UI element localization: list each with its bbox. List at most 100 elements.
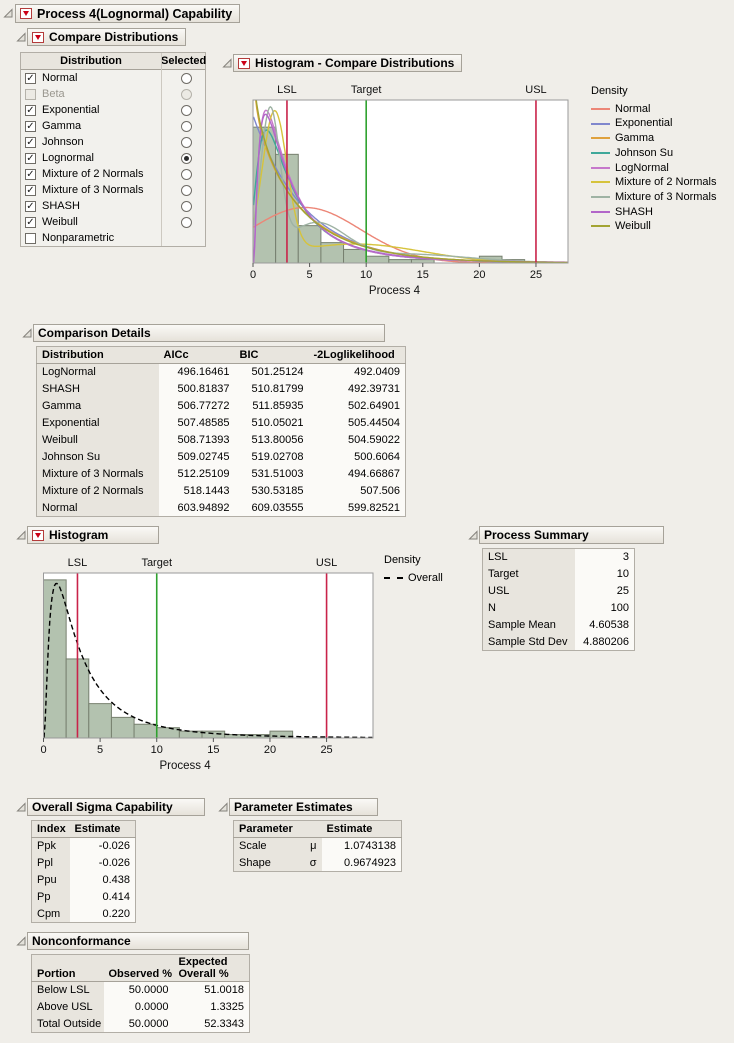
legend-swatch — [591, 181, 610, 184]
disclosure-triangle-icon[interactable] — [16, 32, 27, 43]
table-row: Above USL 0.0000 1.3325 — [31, 998, 250, 1016]
column-header: -2Loglikelihood — [308, 346, 406, 364]
disclosure-triangle-icon[interactable] — [218, 802, 229, 813]
table-cell: Cpm — [31, 905, 70, 923]
red-triangle-menu-icon[interactable] — [20, 8, 32, 19]
disclosure-triangle-icon[interactable] — [468, 530, 479, 541]
distribution-label: Exponential — [42, 104, 100, 116]
radio-button[interactable] — [181, 72, 192, 84]
table-cell: Normal — [36, 499, 159, 517]
table-cell: 500.6064 — [308, 448, 406, 466]
axis-tick-label: 10 — [360, 269, 372, 281]
spec-limit-label: Target — [351, 84, 382, 96]
overall-sigma-header: Overall Sigma Capability — [27, 798, 205, 816]
legend-swatch — [591, 137, 610, 140]
radio-button[interactable] — [181, 152, 192, 164]
table-cell: Sample Mean — [482, 616, 575, 634]
table-cell: 494.66867 — [308, 465, 406, 483]
table-cell: 500.81837 — [158, 380, 235, 398]
red-triangle-menu-icon[interactable] — [32, 31, 44, 43]
table-row: Sample Std Dev 4.880206 — [482, 633, 635, 651]
disclosure-triangle-icon[interactable] — [22, 328, 33, 339]
column-header: Expected Overall % — [173, 954, 250, 982]
table-cell: 531.51003 — [234, 465, 309, 483]
table-cell: 4.880206 — [574, 633, 635, 651]
table-cell: Shape — [233, 854, 286, 872]
table-cell: -0.026 — [69, 837, 136, 855]
checkbox[interactable]: ✓ — [25, 168, 36, 180]
checkbox[interactable]: ✓ — [25, 120, 36, 132]
column-header: Distribution — [36, 346, 159, 364]
checkbox[interactable]: ✓ — [25, 152, 36, 164]
axis-tick-label: 25 — [530, 269, 542, 281]
checkbox[interactable]: ✓ — [25, 184, 36, 196]
table-cell: 599.82521 — [308, 499, 406, 517]
column-header: Parameter — [233, 820, 322, 838]
table-header-row: Portion Observed % Expected Overall % — [31, 954, 250, 982]
red-triangle-menu-icon[interactable] — [238, 57, 250, 69]
table-cell: Weibull — [36, 431, 159, 449]
overall-sigma-table: Index Estimate Ppk -0.026 Ppl -0.026 Ppu 0.43… — [31, 820, 136, 923]
distribution-row: ✓ Mixture of 3 Normals — [21, 182, 205, 198]
distribution-label: Nonparametric — [42, 232, 115, 244]
table-cell: 512.25109 — [158, 465, 235, 483]
parameter-estimates-table: Parameter Estimate Scale μ 1.0743138 Shape σ… — [233, 820, 403, 872]
radio-button[interactable] — [181, 168, 192, 180]
histogram-bar — [156, 727, 180, 738]
legend-item: LogNormal — [591, 161, 716, 176]
nonconformance-header: Nonconformance — [27, 932, 249, 950]
radio-button[interactable] — [181, 104, 192, 116]
disclosure-triangle-icon[interactable] — [16, 530, 27, 541]
section-title: Histogram — [49, 528, 109, 542]
histogram-compare-header: Histogram - Compare Distributions — [233, 54, 463, 72]
table-cell: 609.03555 — [234, 499, 309, 517]
disclosure-triangle-icon[interactable] — [222, 58, 233, 69]
section-title: Overall Sigma Capability — [32, 800, 173, 814]
overall-histogram-chart[interactable]: LSL Target USL 0 5 10 15 20 25 Process 4 — [26, 549, 388, 781]
table-row: Exponential 507.48585 510.05021 505.44504 — [36, 414, 406, 432]
column-divider — [161, 53, 162, 246]
radio-button[interactable] — [181, 184, 192, 196]
legend-swatch — [591, 166, 610, 169]
histogram-bar — [88, 703, 112, 738]
legend-label: Overall — [408, 571, 443, 584]
legend-swatch — [591, 210, 610, 213]
red-triangle-menu-icon[interactable] — [32, 529, 44, 541]
axis-tick-label: 5 — [97, 744, 103, 756]
disclosure-triangle-icon[interactable] — [16, 802, 27, 813]
checkbox[interactable]: ✓ — [25, 136, 36, 148]
compare-histogram-chart[interactable]: LSL Target USL 0 5 10 15 20 25 Process 4 — [236, 78, 580, 304]
legend-label: Normal — [615, 102, 651, 115]
table-row: USL 25 — [482, 582, 635, 600]
radio-button[interactable] — [181, 136, 192, 148]
checkbox[interactable]: ✓ — [25, 104, 36, 116]
checkbox[interactable]: ✓ — [25, 216, 36, 228]
table-cell: 4.60538 — [574, 616, 635, 634]
table-cell: 530.53185 — [234, 482, 309, 500]
radio-button[interactable] — [181, 120, 192, 132]
table-cell: 0.438 — [69, 871, 136, 889]
table-cell: SHASH — [36, 380, 159, 398]
spec-limit-label: Target — [141, 557, 172, 569]
radio-button[interactable] — [181, 200, 192, 212]
column-header: Observed % — [103, 954, 174, 982]
parameter-estimates-header: Parameter Estimates — [229, 798, 378, 816]
x-axis-label: Process 4 — [159, 760, 211, 772]
checkbox[interactable]: ✓ — [25, 72, 36, 84]
table-cell: Above USL — [31, 998, 104, 1016]
legend-swatch — [591, 196, 610, 199]
checkbox[interactable]: ✓ — [25, 200, 36, 212]
table-cell: 510.81799 — [234, 380, 309, 398]
report-title-bar: Process 4(Lognormal) Capability — [15, 4, 241, 23]
table-cell: 1.0743138 — [321, 837, 402, 855]
legend-item: Exponential — [591, 116, 716, 131]
column-header: Portion — [31, 954, 104, 982]
distribution-row: Beta — [21, 86, 205, 102]
checkbox[interactable] — [25, 232, 36, 244]
table-row: Gamma 506.77272 511.85935 502.64901 — [36, 397, 406, 415]
disclosure-triangle-icon[interactable] — [3, 8, 14, 19]
table-row: Total Outside 50.0000 52.3343 — [31, 1015, 250, 1033]
axis-tick-label: 15 — [417, 269, 429, 281]
disclosure-triangle-icon[interactable] — [16, 936, 27, 947]
radio-button[interactable] — [181, 216, 192, 228]
